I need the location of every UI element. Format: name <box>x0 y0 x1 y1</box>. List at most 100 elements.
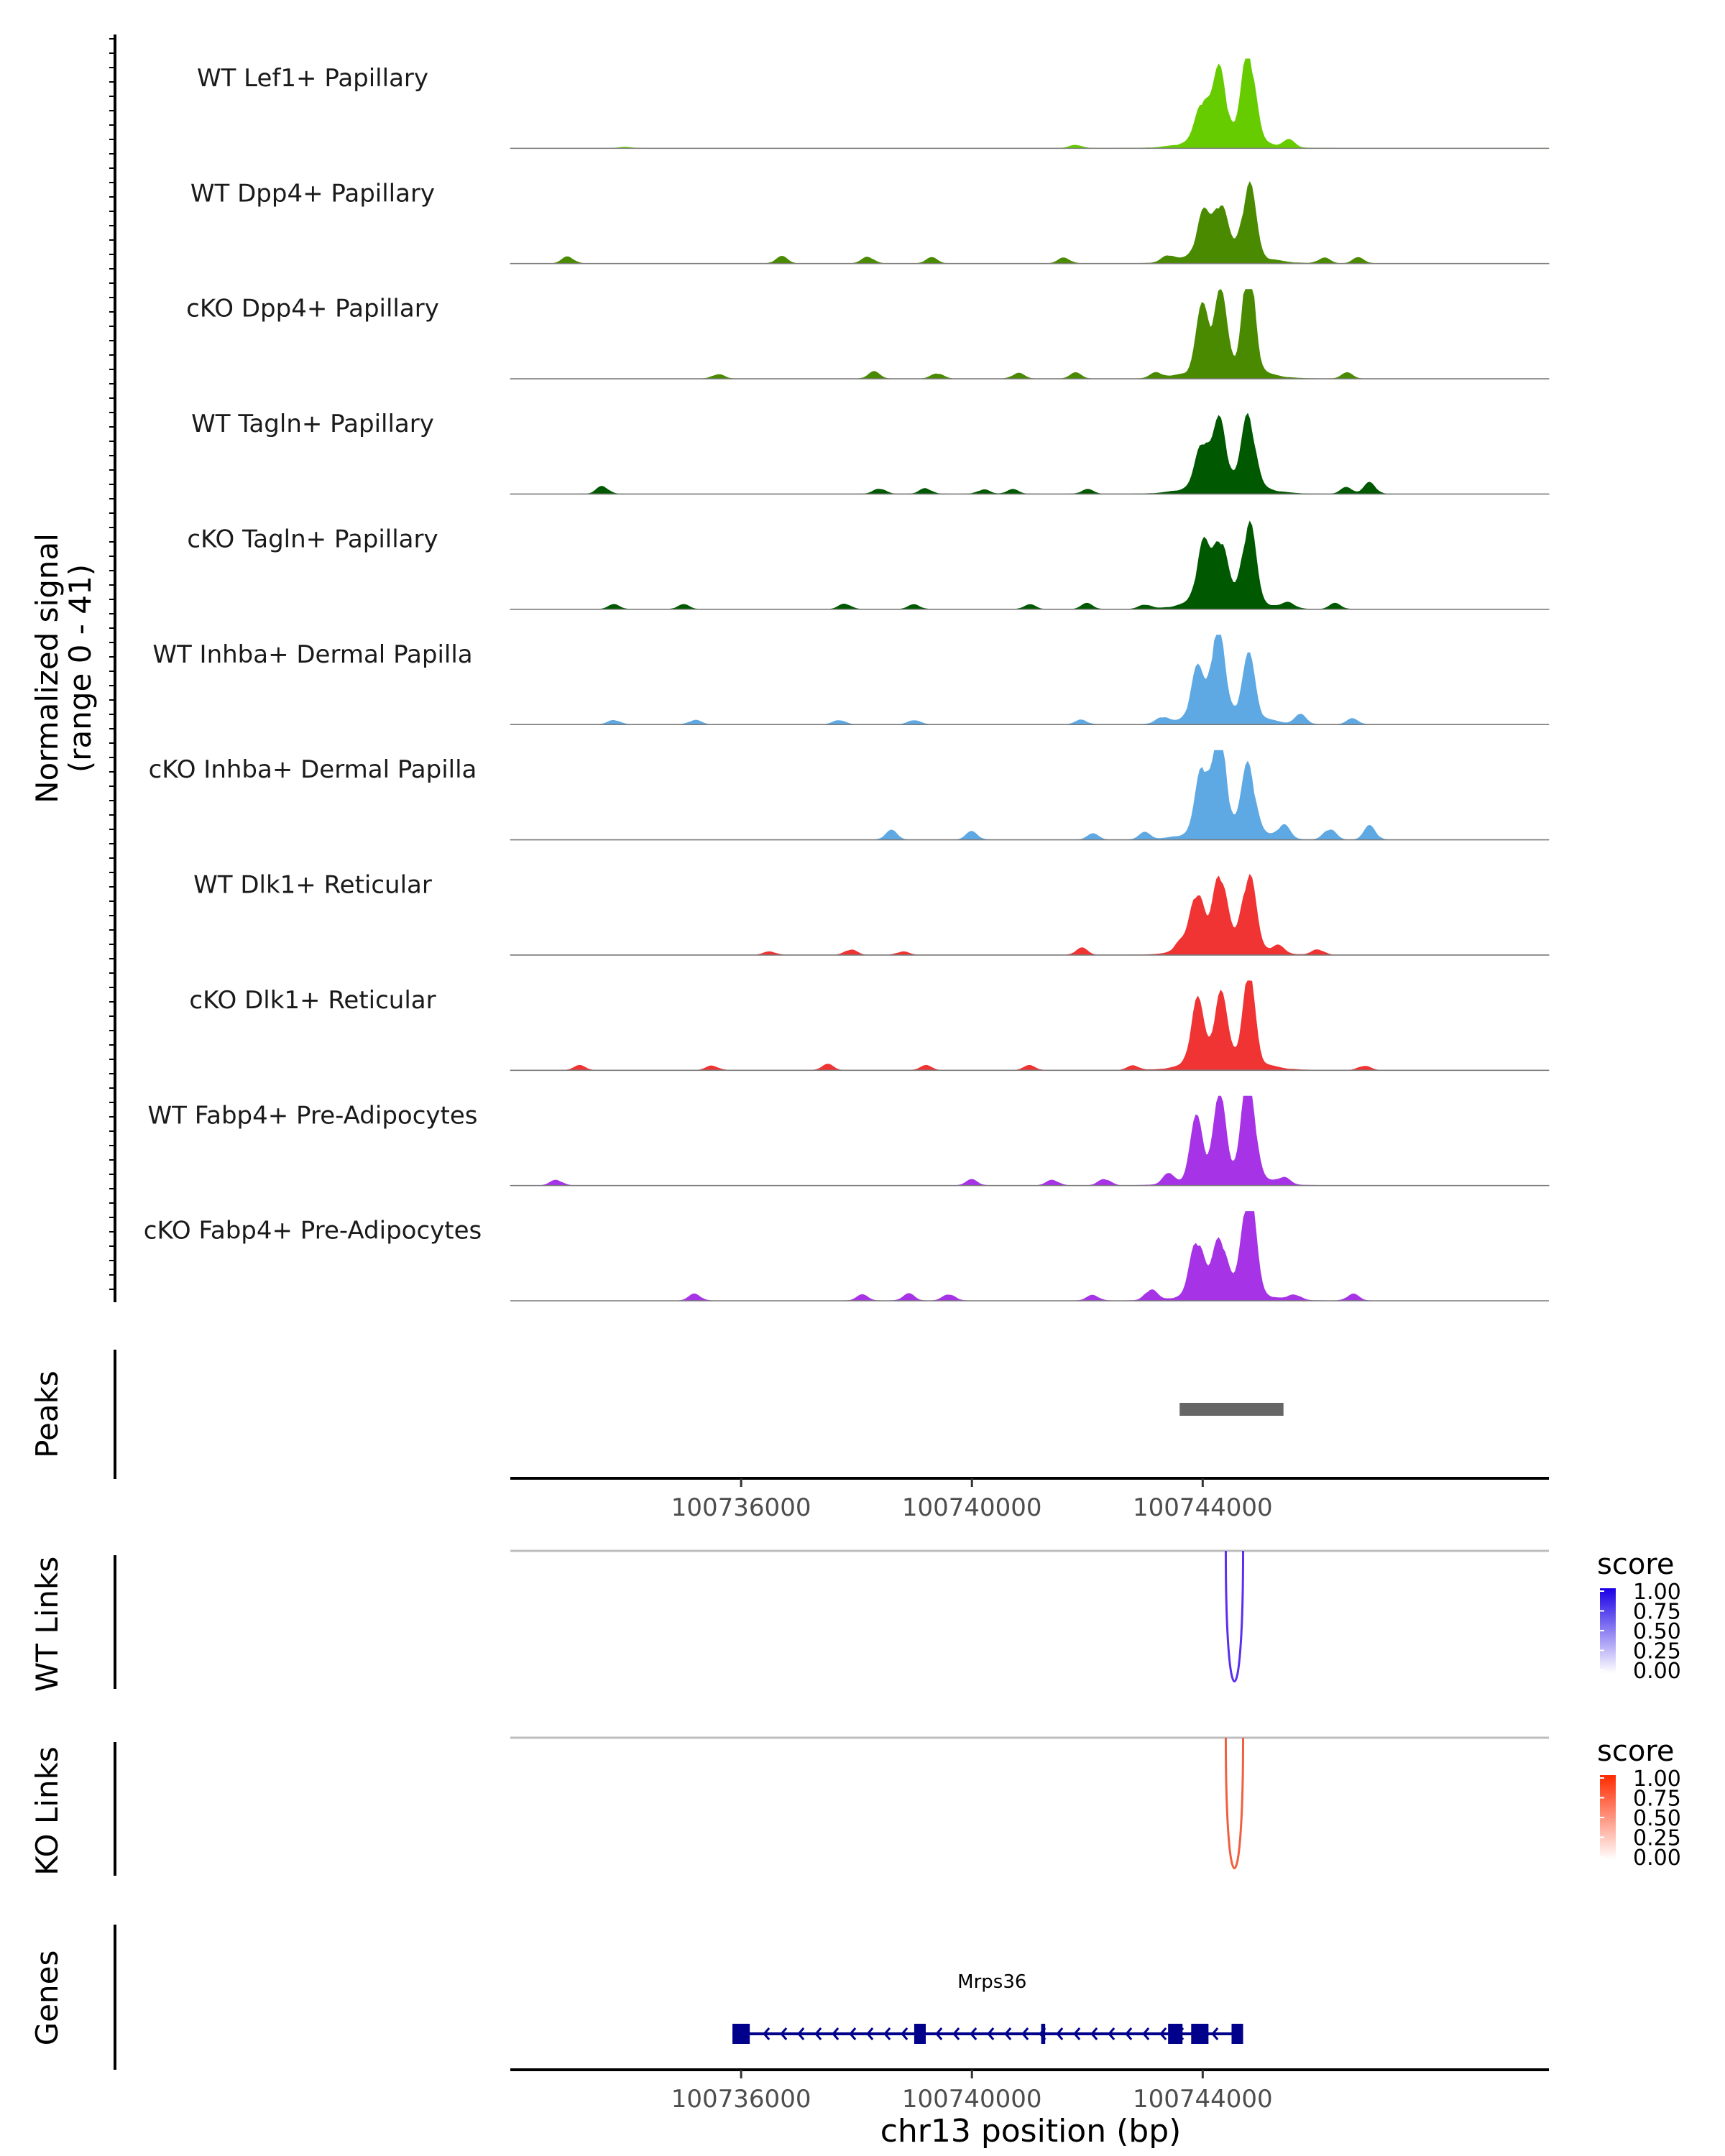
peak-regions <box>1179 1403 1284 1416</box>
link-arc <box>1224 1550 1245 1682</box>
coverage-area <box>510 413 1550 495</box>
strand-arrow <box>883 2027 891 2040</box>
strand-arrow <box>797 2027 805 2040</box>
legend-colorbar <box>1600 1588 1616 1673</box>
coverage-panel: WT Lef1+ Papillary WT Dpp4+ Papillary cKO … <box>144 58 1550 1302</box>
strand-arrow <box>901 2027 908 2040</box>
legend-colorbar <box>1600 1775 1616 1860</box>
strand-arrow <box>1125 2027 1133 2040</box>
coverage-area <box>510 520 1550 610</box>
coverage-y-title: Normalized signal (range 0 - 41) <box>29 533 98 803</box>
genes-label: Genes <box>29 1950 65 2046</box>
legend-tick-label: 0.50 <box>1633 1619 1681 1644</box>
coverage-track: WT Inhba+ Dermal Papilla <box>152 635 1550 725</box>
strand-arrow <box>987 2027 995 2040</box>
x-axis-title: chr13 position (bp) <box>880 2113 1182 2150</box>
peak-region <box>1179 1403 1284 1416</box>
strand-arrow <box>1159 2027 1167 2040</box>
x-tick-label: 100740000 <box>902 1493 1042 1522</box>
strand-arrow <box>952 2027 960 2040</box>
strand-arrow <box>849 2027 857 2040</box>
coverage-area <box>510 180 1550 264</box>
strand-arrow <box>763 2027 770 2040</box>
coverage-track: WT Lef1+ Papillary <box>197 58 1550 149</box>
gene-exon <box>1191 2024 1209 2044</box>
gene-exon <box>1168 2024 1183 2044</box>
coverage-area <box>510 750 1550 841</box>
coverage-y-axis <box>109 34 116 1302</box>
coverage-area <box>510 288 1550 379</box>
coverage-area <box>510 1211 1549 1302</box>
coverage-area <box>510 635 1550 725</box>
coverage-track: cKO Tagln+ Papillary <box>187 520 1550 610</box>
links-label: WT Links <box>29 1557 65 1692</box>
x-tick-label: 100744000 <box>1133 2085 1273 2114</box>
legend-tick-label: 0.75 <box>1633 1787 1681 1812</box>
strand-arrow <box>935 2027 943 2040</box>
x-axis-bottom: 100736000 100740000 100744000 <box>510 2068 1549 2114</box>
coverage-range-label: (range 0 - 41) <box>63 564 98 773</box>
coverage-track: WT Tagln+ Papillary <box>191 410 1550 495</box>
link-arc <box>1224 1737 1245 1869</box>
x-tick-label: 100736000 <box>671 1493 811 1522</box>
track-label: cKO Dlk1+ Reticular <box>189 986 436 1015</box>
strand-arrow <box>1073 2027 1081 2040</box>
track-label: WT Tagln+ Papillary <box>191 410 434 438</box>
strand-arrow <box>1056 2027 1064 2040</box>
genes-panel: Genes Mrps36 <box>29 1925 1243 2070</box>
strand-arrow <box>814 2027 822 2040</box>
gene-exon <box>1231 2024 1243 2044</box>
coverage-area <box>510 873 1550 956</box>
peaks-label: Peaks <box>29 1370 65 1458</box>
legend-tick-label: 0.25 <box>1633 1826 1681 1851</box>
gene-models: Mrps36 <box>732 1971 1243 2044</box>
strand-arrow <box>1108 2027 1116 2040</box>
track-label: cKO Tagln+ Papillary <box>187 525 438 553</box>
track-label: cKO Dpp4+ Papillary <box>186 295 439 323</box>
strand-arrow <box>780 2027 788 2040</box>
strand-arrow <box>1090 2027 1098 2040</box>
coverage-area <box>510 980 1550 1071</box>
strand-arrow <box>1021 2027 1029 2040</box>
track-label: cKO Inhba+ Dermal Papilla <box>149 755 477 784</box>
strand-arrow <box>832 2027 840 2040</box>
legend-title: score <box>1597 1735 1674 1768</box>
strand-arrow <box>1004 2027 1012 2040</box>
gene-exon <box>914 2024 926 2044</box>
legend-tick-label: 0.00 <box>1633 1659 1681 1684</box>
track-label: cKO Fabp4+ Pre-Adipocytes <box>144 1217 482 1245</box>
coverage-area <box>510 58 1550 149</box>
x-axis-top: 100736000 100740000 100744000 <box>510 1477 1549 1522</box>
legend-tick-label: 0.25 <box>1633 1639 1681 1664</box>
x-tick-label: 100736000 <box>671 2085 811 2114</box>
links-label: KO Links <box>29 1746 65 1876</box>
gene-name: Mrps36 <box>957 1971 1026 1993</box>
track-label: WT Dpp4+ Papillary <box>190 179 435 208</box>
coverage-track: cKO Dlk1+ Reticular <box>189 980 1550 1072</box>
legend-title: score <box>1597 1548 1674 1581</box>
x-tick-label: 100744000 <box>1133 1493 1273 1522</box>
gene: Mrps36 <box>732 1971 1243 2044</box>
x-tick-label: 100740000 <box>902 2085 1042 2114</box>
track-label: WT Fabp4+ Pre-Adipocytes <box>148 1101 478 1130</box>
strand-arrow <box>866 2027 874 2040</box>
coverage-ylabel: Normalized signal <box>29 533 65 803</box>
strand-arrow <box>970 2027 978 2040</box>
coverage-area <box>510 1095 1550 1187</box>
strand-arrow <box>1142 2027 1150 2040</box>
legend-tick-label: 0.00 <box>1633 1846 1681 1871</box>
coverage-track: WT Fabp4+ Pre-Adipocytes <box>148 1095 1550 1187</box>
legend-tick-label: 0.75 <box>1633 1600 1681 1625</box>
coverage-track: cKO Dpp4+ Papillary <box>186 288 1550 379</box>
legend-tick-label: 1.00 <box>1633 1766 1681 1792</box>
coverage-track: cKO Inhba+ Dermal Papilla <box>149 750 1550 841</box>
gene-exon <box>1041 2024 1046 2044</box>
legend-tick-label: 1.00 <box>1633 1580 1681 1605</box>
coverage-track: cKO Fabp4+ Pre-Adipocytes <box>144 1211 1549 1302</box>
